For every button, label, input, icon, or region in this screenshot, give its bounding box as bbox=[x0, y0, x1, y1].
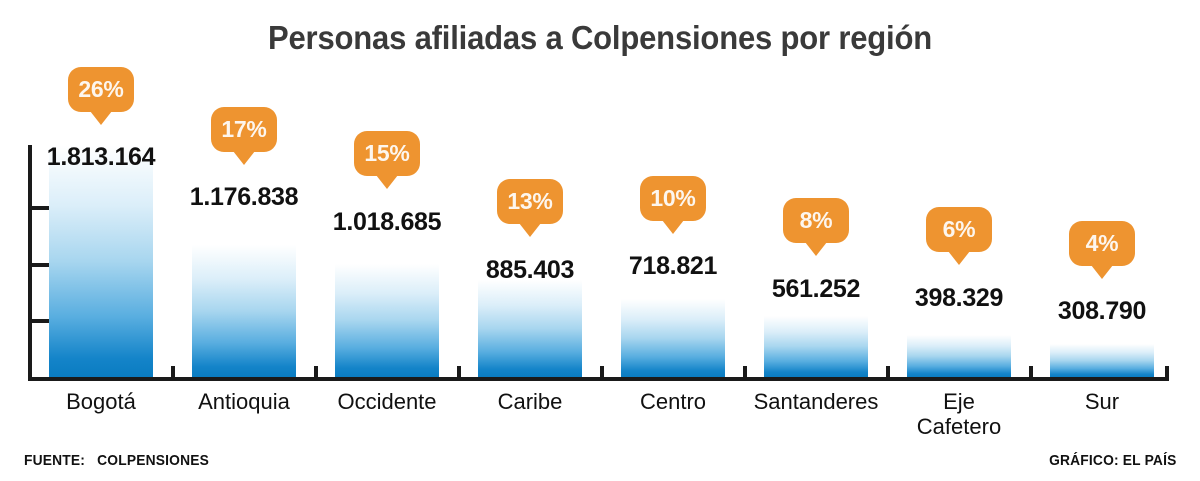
y-axis-tick-3 bbox=[30, 319, 58, 323]
percent-badge-occidente-text: 15% bbox=[364, 140, 410, 166]
x-axis-tick-4 bbox=[600, 366, 604, 378]
x-label-caribe: Caribe bbox=[497, 389, 563, 414]
percent-badge-santanderes-text: 8% bbox=[799, 207, 833, 233]
badge-pointer-icon bbox=[805, 242, 827, 256]
value-label-santanderes: 561.252 bbox=[771, 275, 861, 303]
x-axis-line bbox=[28, 377, 1169, 381]
x-axis-tick-start bbox=[28, 366, 32, 378]
y-axis-tick-2 bbox=[30, 263, 58, 267]
x-label-eje-cafetero: Eje Cafetero bbox=[916, 389, 1002, 439]
percent-badge-centro[interactable]: 10% bbox=[640, 176, 706, 234]
percent-badge-bogota-text: 26% bbox=[78, 76, 124, 102]
x-axis-tick-7 bbox=[1029, 366, 1033, 378]
badge-pointer-icon bbox=[1091, 265, 1113, 279]
page-title: Personas afiliadas a Colpensiones por re… bbox=[267, 19, 933, 56]
x-axis-tick-1 bbox=[171, 366, 175, 378]
badge-pointer-icon bbox=[948, 251, 970, 265]
percent-badge-occidente[interactable]: 15% bbox=[354, 131, 420, 189]
x-label-sur: Sur bbox=[1084, 389, 1120, 414]
percent-badge-centro-text: 10% bbox=[650, 185, 696, 211]
percent-badge-caribe-text: 13% bbox=[507, 188, 553, 214]
percent-badge-bogota[interactable]: 26% bbox=[68, 67, 134, 125]
badge-pointer-icon bbox=[376, 175, 398, 189]
percent-badge-antioquia-text: 17% bbox=[221, 116, 267, 142]
bar-caribe[interactable] bbox=[478, 280, 582, 377]
x-axis-tick-2 bbox=[314, 366, 318, 378]
bar-sur[interactable] bbox=[1050, 344, 1154, 377]
x-label-antioquia: Antioquia bbox=[198, 389, 290, 414]
bar-bogota[interactable] bbox=[49, 145, 153, 377]
x-label-santanderes: Santanderes bbox=[753, 389, 879, 414]
percent-badge-caribe[interactable]: 13% bbox=[497, 179, 563, 237]
value-label-bogota: 1.813.164 bbox=[46, 143, 156, 171]
source-label: FUENTE: bbox=[24, 452, 86, 469]
source-note: FUENTE: COLPENSIONES bbox=[24, 452, 209, 469]
badge-pointer-icon bbox=[90, 111, 112, 125]
x-axis-tick-end bbox=[1165, 366, 1169, 378]
x-label-bogota: Bogotá bbox=[66, 389, 136, 414]
badge-pointer-icon bbox=[662, 220, 684, 234]
value-label-caribe: 885.403 bbox=[485, 256, 575, 284]
percent-badge-eje-cafetero[interactable]: 6% bbox=[926, 207, 992, 265]
bar-santanderes[interactable] bbox=[764, 316, 868, 377]
credit-note: GRÁFICO: EL PAÍS bbox=[1048, 452, 1176, 469]
percent-badge-santanderes[interactable]: 8% bbox=[783, 198, 849, 256]
value-label-antioquia: 1.176.838 bbox=[189, 183, 299, 211]
bar-centro[interactable] bbox=[621, 299, 725, 377]
percent-badge-antioquia[interactable]: 17% bbox=[211, 107, 277, 165]
value-label-eje-cafetero: 398.329 bbox=[914, 284, 1004, 312]
x-axis-tick-5 bbox=[743, 366, 747, 378]
x-axis-tick-6 bbox=[886, 366, 890, 378]
bar-eje-cafetero[interactable] bbox=[907, 335, 1011, 377]
percent-badge-sur-text: 4% bbox=[1085, 230, 1119, 256]
badge-pointer-icon bbox=[233, 151, 255, 165]
bar-antioquia[interactable] bbox=[192, 245, 296, 377]
x-label-occidente: Occidente bbox=[337, 389, 437, 414]
x-axis-tick-3 bbox=[457, 366, 461, 378]
percent-badge-sur[interactable]: 4% bbox=[1069, 221, 1135, 279]
y-axis-tick-1 bbox=[30, 206, 58, 210]
badge-pointer-icon bbox=[519, 223, 541, 237]
source-value: COLPENSIONES bbox=[97, 452, 210, 469]
bar-occidente[interactable] bbox=[335, 264, 439, 377]
value-label-sur: 308.790 bbox=[1057, 297, 1147, 325]
percent-badge-eje-cafetero-text: 6% bbox=[942, 216, 976, 242]
y-axis-line bbox=[28, 145, 32, 379]
value-label-occidente: 1.018.685 bbox=[332, 208, 442, 236]
x-label-centro: Centro bbox=[639, 389, 707, 414]
value-label-centro: 718.821 bbox=[628, 252, 718, 280]
